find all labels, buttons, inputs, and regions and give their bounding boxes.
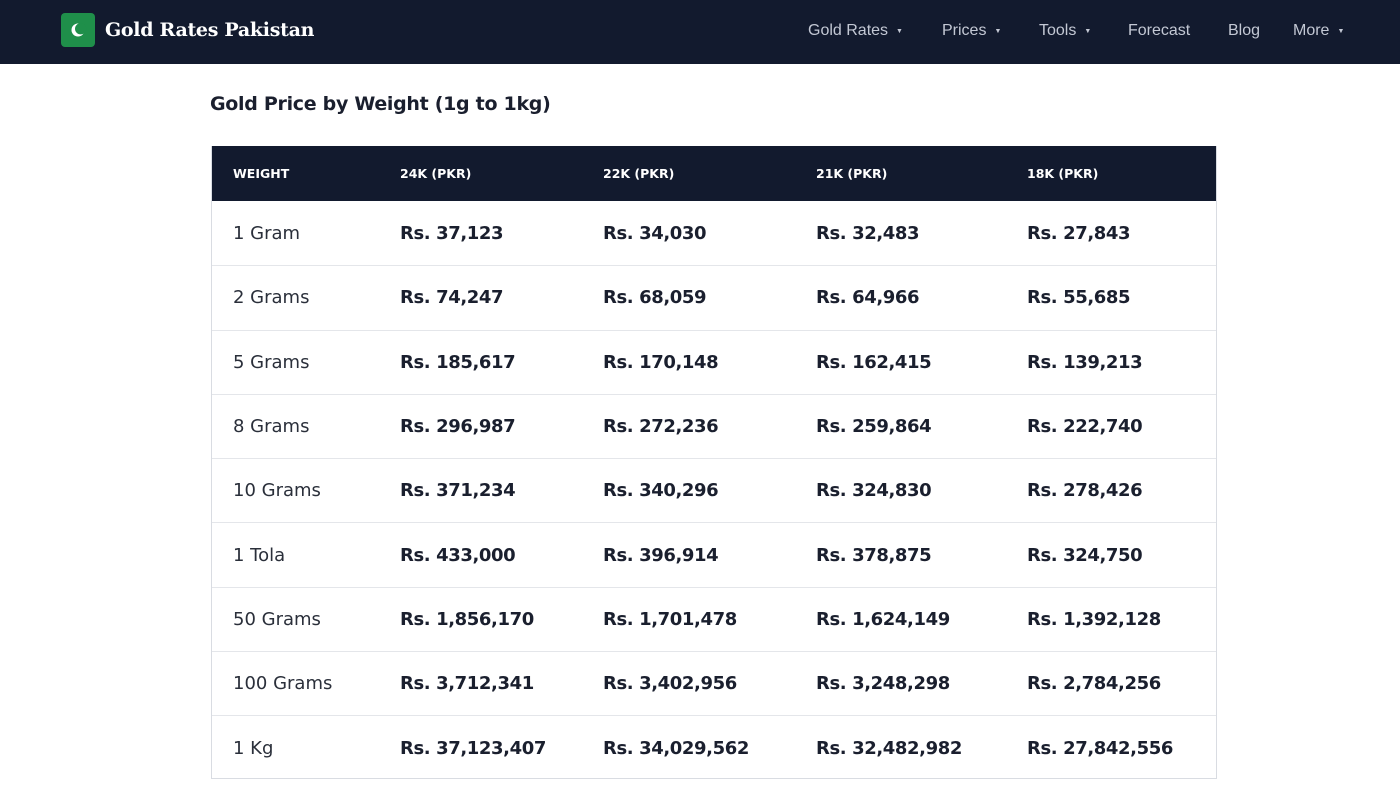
cell-21k: Rs. 378,875 [816, 544, 932, 566]
cell-21k: Rs. 162,415 [816, 351, 932, 373]
cell-21k: Rs. 64,966 [816, 287, 920, 309]
cell-weight: 2 Grams [233, 287, 310, 309]
cell-21k: Rs. 259,864 [816, 416, 932, 438]
cell-21k: Rs. 32,482,982 [816, 737, 962, 759]
header-22k: 22K (PKR) [603, 166, 675, 181]
cell-21k: Rs. 324,830 [816, 480, 932, 502]
nav-blog[interactable]: Blog [1228, 20, 1260, 42]
cell-18k: Rs. 324,750 [1027, 544, 1143, 566]
top-navbar: Gold Rates Pakistan Gold Rates ▼ Prices … [0, 0, 1400, 64]
header-24k: 24K (PKR) [400, 166, 472, 181]
cell-24k: Rs. 3,712,341 [400, 673, 534, 695]
nav-label: Prices [942, 22, 987, 39]
table-row: 1 Tola Rs. 433,000 Rs. 396,914 Rs. 378,875 R… [212, 522, 1216, 586]
cell-weight: 5 Grams [233, 351, 310, 373]
brand-name: Gold Rates Pakistan [105, 19, 315, 41]
cell-weight: 1 Gram [233, 222, 301, 244]
table-row: 1 Gram Rs. 37,123 Rs. 34,030 Rs. 32,483 Rs. … [212, 201, 1216, 265]
table-row: 8 Grams Rs. 296,987 Rs. 272,236 Rs. 259,864… [212, 393, 1216, 458]
nav-forecast[interactable]: Forecast [1128, 20, 1190, 42]
cell-24k: Rs. 296,987 [400, 416, 516, 438]
cell-24k: Rs. 371,234 [400, 480, 516, 502]
cell-18k: Rs. 222,740 [1027, 416, 1143, 438]
caret-down-icon: ▼ [1337, 27, 1345, 35]
header-21k: 21K (PKR) [816, 166, 888, 181]
gold-price-table: WEIGHT 24K (PKR) 22K (PKR) 21K (PKR) 18K… [211, 146, 1217, 779]
cell-22k: Rs. 68,059 [603, 287, 707, 309]
nav-prices[interactable]: Prices ▼ [942, 20, 1001, 42]
cell-18k: Rs. 139,213 [1027, 351, 1143, 373]
cell-22k: Rs. 34,030 [603, 222, 707, 244]
cell-22k: Rs. 170,148 [603, 351, 719, 373]
cell-weight: 1 Tola [233, 544, 286, 566]
cell-weight: 8 Grams [233, 416, 310, 438]
table-row: 2 Grams Rs. 74,247 Rs. 68,059 Rs. 64,966 Rs.… [212, 265, 1216, 329]
cell-18k: Rs. 27,843 [1027, 222, 1131, 244]
table-body: 1 Gram Rs. 37,123 Rs. 34,030 Rs. 32,483 Rs. … [212, 201, 1216, 780]
cell-22k: Rs. 340,296 [603, 480, 719, 502]
cell-24k: Rs. 74,247 [400, 287, 504, 309]
cell-21k: Rs. 3,248,298 [816, 673, 950, 695]
cell-22k: Rs. 272,236 [603, 416, 719, 438]
nav-more[interactable]: More ▼ [1293, 20, 1344, 42]
table-row: 1 Kg Rs. 37,123,407 Rs. 34,029,562 Rs. 32,4… [212, 715, 1216, 779]
brand-link[interactable]: Gold Rates Pakistan [61, 13, 314, 47]
cell-24k: Rs. 1,856,170 [400, 608, 534, 630]
cell-24k: Rs. 185,617 [400, 351, 516, 373]
cell-22k: Rs. 1,701,478 [603, 608, 737, 630]
cell-18k: Rs. 55,685 [1027, 287, 1131, 309]
cell-24k: Rs. 37,123,407 [400, 737, 546, 759]
nav-gold-rates[interactable]: Gold Rates ▼ [808, 20, 903, 42]
nav-label: Blog [1228, 22, 1261, 39]
cell-weight: 1 Kg [233, 737, 274, 759]
cell-21k: Rs. 32,483 [816, 222, 920, 244]
table-row: 50 Grams Rs. 1,856,170 Rs. 1,701,478 Rs. 1,… [212, 586, 1216, 651]
cell-18k: Rs. 278,426 [1027, 480, 1143, 502]
cell-18k: Rs. 1,392,128 [1027, 608, 1161, 630]
cell-24k: Rs. 433,000 [400, 544, 516, 566]
crescent-icon [61, 13, 95, 47]
table-row: 5 Grams Rs. 185,617 Rs. 170,148 Rs. 162,415… [212, 329, 1216, 394]
main-nav: Gold Rates ▼ Prices ▼ Tools ▼ Forecast B… [0, 0, 1400, 64]
table-row: 10 Grams Rs. 371,234 Rs. 340,296 Rs. 324,83… [212, 458, 1216, 522]
cell-weight: 10 Grams [233, 480, 321, 502]
table-row: 100 Grams Rs. 3,712,341 Rs. 3,402,956 Rs. 3… [212, 651, 1216, 715]
nav-label: Tools [1039, 22, 1077, 39]
nav-label: Gold Rates [808, 22, 889, 39]
cell-18k: Rs. 2,784,256 [1027, 673, 1161, 695]
cell-weight: 100 Grams [233, 673, 333, 695]
cell-21k: Rs. 1,624,149 [816, 608, 950, 630]
cell-weight: 50 Grams [233, 608, 321, 630]
section-title: Gold Price by Weight (1g to 1kg) [210, 93, 551, 115]
cell-22k: Rs. 34,029,562 [603, 737, 749, 759]
table-header: WEIGHT 24K (PKR) 22K (PKR) 21K (PKR) 18K… [212, 146, 1216, 201]
header-weight: WEIGHT [233, 166, 290, 181]
caret-down-icon: ▼ [1084, 27, 1092, 35]
cell-22k: Rs. 3,402,956 [603, 673, 737, 695]
cell-18k: Rs. 27,842,556 [1027, 737, 1173, 759]
caret-down-icon: ▼ [994, 27, 1002, 35]
nav-tools[interactable]: Tools ▼ [1039, 20, 1091, 42]
nav-label: Forecast [1128, 22, 1191, 39]
caret-down-icon: ▼ [896, 27, 903, 35]
cell-22k: Rs. 396,914 [603, 544, 719, 566]
nav-label: More [1293, 22, 1330, 39]
header-18k: 18K (PKR) [1027, 166, 1099, 181]
cell-24k: Rs. 37,123 [400, 222, 504, 244]
